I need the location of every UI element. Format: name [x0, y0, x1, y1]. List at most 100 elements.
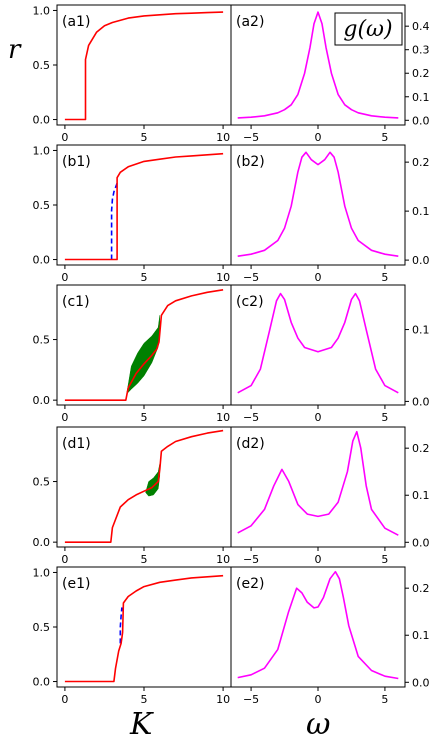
series-line-1 [237, 11, 399, 119]
y-tick-label: 0.1 [412, 91, 430, 104]
panel-b2: −5 0 5 0.0 0.1 0.2 (b2) [230, 144, 430, 284]
x-tick-label: 10 [216, 131, 230, 144]
y-tick-label: 0.0 [412, 395, 430, 408]
x-tick-label: 5 [141, 553, 148, 566]
y-tick-label: 0.3 [412, 44, 430, 57]
panel-c2: −5 0 5 0.0 0.1 (c2) [230, 284, 430, 424]
series-line-1 [237, 151, 399, 257]
plot-area [64, 574, 224, 683]
x-tick-label: 0 [61, 693, 68, 706]
panel-a2: −5 0 5 0.0 0.1 0.2 0.3 0.4 (a2) [230, 4, 430, 144]
y-tick-label: 1.0 [33, 144, 51, 157]
y-tick-label: 0.0 [33, 676, 51, 689]
series-line-1 [64, 289, 224, 402]
plot-area [237, 11, 399, 119]
g-omega-title: g(ω) [334, 12, 403, 46]
x-tick-label: 5 [381, 271, 388, 284]
x-tick-label: 0 [61, 553, 68, 566]
series-line-1 [237, 430, 399, 536]
panel-label: (b1) [62, 154, 91, 170]
y-tick-label: 0.0 [33, 394, 51, 407]
x-tick-label: 0 [315, 693, 322, 706]
y-tick-label: 0.0 [33, 114, 51, 127]
y-tick-label: 0.1 [412, 324, 430, 337]
x-tick-label: 10 [216, 693, 230, 706]
x-tick-label: 0 [315, 271, 322, 284]
plot-area [64, 429, 224, 544]
x-tick-label: 0 [61, 271, 68, 284]
x-tick-label: 0 [315, 553, 322, 566]
y-tick-label: 0.0 [412, 676, 430, 689]
panel-label: (a2) [236, 14, 264, 30]
x-tick-label: 5 [141, 693, 148, 706]
series-line-1 [64, 429, 224, 544]
x-tick-label: 5 [141, 271, 148, 284]
panel-grid: 0 5 10 0.0 0.5 1.0 (a1) −5 0 5 0.0 0.1 0.2 0.3 0.4 (a2)… [33, 4, 430, 706]
y-tick-label: 1.0 [33, 566, 51, 579]
x-tick-label: −5 [243, 693, 259, 706]
x-tick-label: 5 [381, 553, 388, 566]
series-line-2 [64, 574, 224, 683]
panel-label: (c1) [62, 294, 90, 310]
y-tick-label: 0.5 [33, 476, 51, 489]
x-tick-label: 10 [216, 553, 230, 566]
y-tick-label: 1.0 [33, 4, 51, 17]
x-tick-label: −5 [243, 553, 259, 566]
panel-label: (a1) [62, 14, 90, 30]
plot-area [64, 152, 224, 261]
x-tick-label: 5 [141, 411, 148, 424]
panel-d2: −5 0 5 0.0 0.1 0.2 (d2) [230, 426, 430, 566]
plot-area [237, 430, 399, 536]
y-tick-label: 0.4 [412, 20, 430, 33]
y-tick-label: 0.2 [412, 156, 430, 169]
x-tick-label: 5 [381, 131, 388, 144]
x-tick-label: 10 [216, 271, 230, 284]
panel-label: (d2) [236, 436, 265, 452]
x-axis-label-k: K [129, 707, 154, 741]
y-tick-label: 0.5 [33, 334, 51, 347]
y-tick-label: 0.0 [412, 536, 430, 549]
y-tick-label: 0.2 [412, 442, 430, 455]
y-tick-label: 0.5 [33, 59, 51, 72]
x-tick-label: 0 [315, 131, 322, 144]
x-tick-label: 5 [141, 131, 148, 144]
panel-e2: −5 0 5 0.0 0.1 0.2 (e2) [230, 566, 430, 706]
series-line-1 [110, 182, 118, 260]
panel-a1: 0 5 10 0.0 0.5 1.0 (a1) [33, 4, 232, 144]
panel-label: (d1) [62, 436, 91, 452]
plot-area [64, 11, 224, 121]
panel-c1: 0 5 10 0.0 0.5 (c1) [33, 284, 232, 424]
x-tick-label: 5 [381, 411, 388, 424]
panel-label: (c2) [236, 294, 264, 310]
panel-b1: 0 5 10 0.0 0.5 1.0 (b1) [33, 144, 232, 284]
x-tick-label: 0 [61, 411, 68, 424]
y-tick-label: 0.2 [412, 67, 430, 80]
y-tick-label: 0.0 [412, 114, 430, 127]
x-tick-label: −5 [243, 271, 259, 284]
y-tick-label: 0.0 [33, 536, 51, 549]
panel-label: (e2) [236, 576, 264, 592]
x-tick-label: 0 [315, 411, 322, 424]
panel-label: (b2) [236, 154, 265, 170]
y-tick-label: 0.0 [412, 254, 430, 267]
y-tick-label: 0.1 [412, 629, 430, 642]
plot-area [237, 570, 399, 680]
x-tick-label: 0 [61, 131, 68, 144]
series-line-1 [237, 570, 399, 680]
y-tick-label: 0.5 [33, 621, 51, 634]
series-line-1 [64, 11, 224, 121]
y-axis-label-r: r [8, 35, 22, 65]
y-tick-label: 0.1 [412, 489, 430, 502]
panel-d1: 0 5 10 0.0 0.5 (d1) [33, 426, 232, 566]
plot-area [237, 151, 399, 257]
title-text: g(ω) [343, 17, 392, 42]
y-tick-label: 0.5 [33, 199, 51, 212]
plot-area [237, 292, 399, 394]
series-line-1 [119, 607, 123, 644]
y-tick-label: 0.0 [33, 254, 51, 267]
x-tick-label: 10 [216, 411, 230, 424]
plot-area [64, 289, 224, 402]
series-line-1 [237, 292, 399, 394]
series-line-2 [64, 152, 224, 261]
